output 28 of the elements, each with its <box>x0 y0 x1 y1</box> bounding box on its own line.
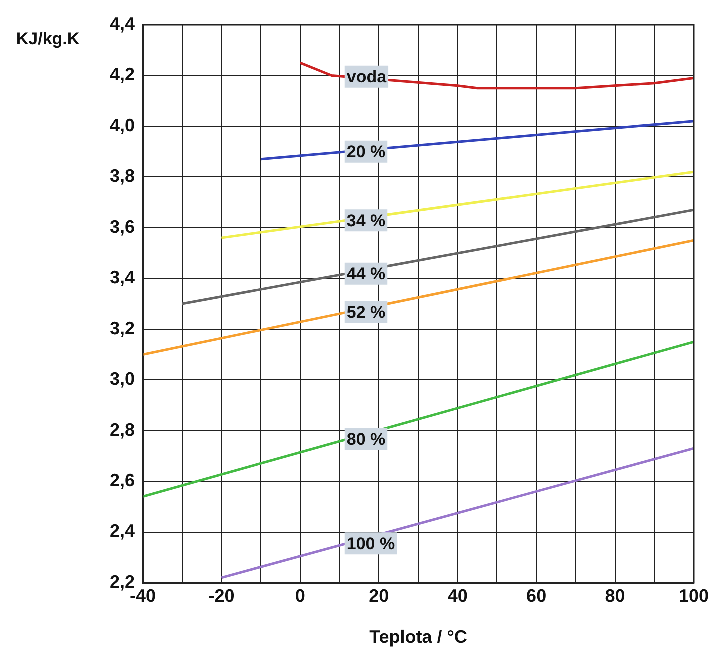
series-label: 52 % <box>346 303 386 322</box>
x-tick-label: 80 <box>605 586 626 606</box>
y-tick-label: 3,0 <box>110 369 135 390</box>
series-label: 44 % <box>346 264 386 284</box>
x-tick-label: 60 <box>526 586 547 606</box>
y-tick-label: 3,4 <box>110 268 135 288</box>
series-label: 100 % <box>346 534 396 554</box>
y-tick-label: 2,2 <box>110 572 135 592</box>
x-tick-label: 100 <box>678 586 710 606</box>
y-tick-label: 4,4 <box>110 14 135 34</box>
x-tick-label: 20 <box>369 586 390 606</box>
y-tick-label: 3,2 <box>110 318 135 338</box>
x-tick-label: 0 <box>295 586 306 606</box>
x-tick-label: -20 <box>208 586 235 606</box>
y-tick-label: 2,6 <box>110 470 135 491</box>
y-tick-label: 3,6 <box>110 216 135 237</box>
y-tick-label: 4,0 <box>110 115 135 136</box>
y-axis-title: KJ/kg.K <box>16 30 80 49</box>
y-tick-label: 2,8 <box>110 420 135 440</box>
series-label: 20 % <box>346 142 386 162</box>
series-label: voda <box>346 68 388 87</box>
x-axis-title: Teplota / °C <box>370 627 468 648</box>
y-tick-label: 4,2 <box>110 64 135 85</box>
x-tick-label: 40 <box>448 586 468 606</box>
series-label: 80 % <box>346 430 386 450</box>
y-tick-label: 3,8 <box>110 166 135 186</box>
y-tick-label: 2,4 <box>110 521 135 542</box>
series-label: 34 % <box>346 211 386 230</box>
